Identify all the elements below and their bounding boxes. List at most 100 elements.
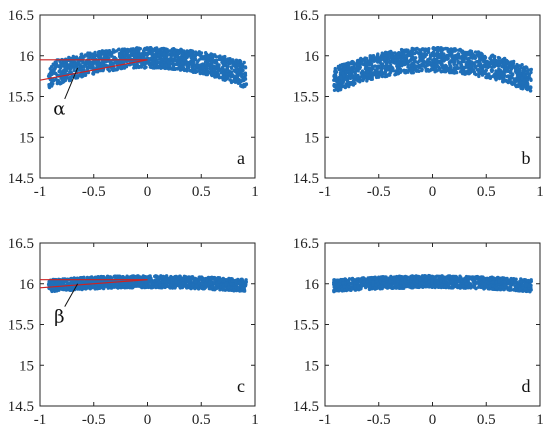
data-point — [426, 58, 430, 62]
data-point — [190, 62, 194, 66]
data-point — [178, 274, 182, 278]
data-point — [78, 63, 82, 67]
data-point — [218, 278, 223, 282]
data-point — [413, 47, 418, 51]
data-point — [241, 77, 245, 82]
data-point — [526, 71, 530, 76]
data-point — [67, 78, 72, 83]
data-point — [350, 70, 354, 74]
data-point — [434, 59, 438, 63]
data-point — [339, 84, 343, 88]
data-point — [186, 52, 191, 57]
data-point — [201, 69, 205, 74]
data-point — [434, 64, 439, 68]
x-tick-label: -0.5 — [82, 184, 106, 200]
data-point — [141, 56, 146, 60]
data-point — [87, 54, 92, 58]
data-point — [516, 84, 521, 88]
data-point — [376, 60, 380, 64]
data-point — [472, 70, 477, 75]
data-point — [229, 61, 233, 65]
data-point — [214, 55, 218, 59]
data-point — [461, 70, 465, 75]
data-point — [141, 275, 145, 279]
data-point — [228, 71, 233, 76]
data-point — [131, 47, 135, 51]
data-point — [205, 278, 209, 282]
data-point — [226, 285, 231, 290]
data-point — [208, 281, 213, 286]
data-point — [418, 49, 423, 53]
data-point — [78, 281, 83, 285]
data-point — [134, 274, 138, 279]
data-point — [439, 49, 444, 54]
data-point — [395, 71, 399, 75]
data-point — [478, 61, 482, 65]
data-point — [386, 51, 390, 55]
data-point — [93, 52, 98, 57]
data-point — [410, 46, 414, 51]
data-point — [356, 63, 360, 67]
x-tick-label: 0 — [429, 184, 437, 200]
data-point — [440, 65, 444, 69]
x-tick-label: -0.5 — [82, 412, 106, 428]
data-point — [384, 73, 389, 78]
data-point — [236, 80, 240, 85]
data-point — [84, 280, 88, 284]
data-point — [520, 76, 524, 81]
data-point — [51, 281, 55, 285]
data-point — [501, 57, 505, 62]
data-point — [409, 67, 414, 71]
data-point — [488, 56, 492, 60]
data-point — [137, 46, 141, 50]
data-point — [173, 58, 178, 63]
data-point — [112, 55, 117, 60]
data-point — [212, 278, 217, 282]
data-point — [212, 65, 217, 69]
data-point — [167, 61, 172, 65]
data-point — [54, 60, 58, 65]
data-point — [122, 47, 127, 51]
data-point — [186, 278, 191, 282]
data-point — [195, 63, 200, 68]
data-point — [351, 83, 356, 87]
data-point — [510, 82, 514, 86]
data-point — [213, 286, 218, 290]
data-point — [494, 78, 498, 82]
data-point — [182, 49, 186, 53]
data-point — [364, 62, 368, 67]
data-point — [63, 287, 67, 291]
data-point — [521, 81, 525, 86]
data-point — [464, 56, 468, 60]
data-point — [197, 281, 201, 285]
data-point — [483, 57, 487, 61]
data-point — [58, 68, 62, 73]
data-point — [336, 65, 341, 69]
scatter-points — [332, 46, 533, 93]
data-point — [160, 62, 164, 67]
data-point — [433, 53, 438, 57]
x-tick-label: -1 — [319, 184, 332, 200]
data-point — [51, 68, 56, 73]
data-point — [375, 64, 380, 69]
data-point — [69, 288, 73, 292]
data-point — [148, 65, 153, 69]
data-point — [451, 58, 455, 62]
data-point — [399, 57, 403, 62]
y-tick-label: 16 — [19, 277, 35, 293]
scatter-points — [46, 46, 249, 90]
y-tick-label: 16.5 — [8, 236, 34, 252]
data-point — [131, 284, 136, 289]
data-point — [521, 69, 525, 73]
plot-frame — [324, 14, 541, 179]
data-point — [147, 274, 151, 279]
data-point — [74, 61, 79, 65]
data-point — [69, 66, 73, 70]
data-point — [333, 69, 337, 74]
data-point — [509, 66, 514, 70]
data-point — [206, 54, 210, 58]
data-point — [142, 63, 147, 68]
data-point — [196, 287, 201, 291]
data-point — [239, 84, 243, 88]
